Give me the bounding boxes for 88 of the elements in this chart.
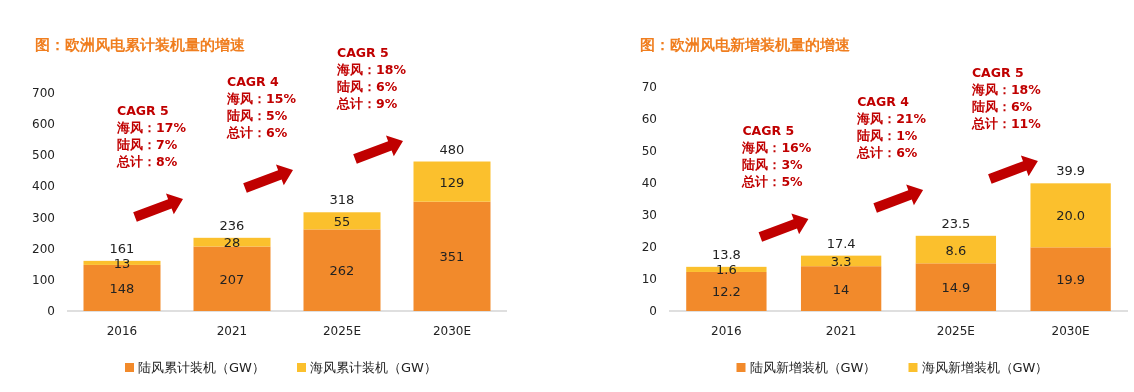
y-tick-label: 50 — [641, 144, 657, 158]
annotation: 总计：6% — [226, 125, 288, 140]
annotation: 陆风：5% — [227, 108, 288, 123]
total-label: 17.4 — [826, 235, 856, 251]
annotation: 总计：9% — [336, 96, 398, 111]
annotation: 海风：17% — [116, 120, 187, 135]
y-tick-label: 600 — [32, 117, 55, 132]
bar — [1030, 247, 1111, 311]
total-label: 480 — [439, 141, 465, 157]
annotation: CAGR 5 — [117, 103, 169, 118]
chart-title: 图：欧洲风电累计装机量的增速 — [35, 36, 246, 54]
annotation: 海风：15% — [226, 91, 297, 106]
y-tick-label: 0 — [47, 304, 55, 318]
annotation: 陆风：6% — [337, 79, 398, 94]
legend-label: 海风新增装机（GW） — [921, 360, 1049, 375]
bar — [413, 201, 491, 311]
data-label: 12.2 — [711, 284, 741, 300]
y-tick-label: 300 — [32, 210, 55, 225]
annotation: 陆风：7% — [117, 137, 178, 152]
annotation: 海风：18% — [970, 82, 1042, 97]
data-label: 28 — [223, 235, 241, 251]
data-label: 14.9 — [941, 280, 971, 296]
y-tick-label: 400 — [32, 179, 55, 194]
total-label: 318 — [329, 192, 355, 208]
data-label: 351 — [439, 249, 465, 265]
data-label: 14 — [832, 281, 850, 297]
x-tick-label: 2025E — [936, 324, 975, 338]
total-label: 23.5 — [941, 215, 971, 231]
bar — [915, 263, 997, 311]
data-label: 55 — [333, 213, 351, 229]
x-tick-label: 2016 — [106, 324, 138, 338]
y-tick-label: 700 — [32, 86, 55, 100]
legend-label: 陆风新增装机（GW） — [749, 360, 877, 375]
bar — [193, 246, 271, 311]
text: CAGR 5 — [337, 45, 389, 60]
text: CAGR 5 — [971, 65, 1024, 80]
y-tick-label: 10 — [641, 272, 657, 286]
x-tick-label: 2030E — [1051, 324, 1090, 338]
annotation: 总计：8% — [116, 154, 178, 169]
y-tick-label: 60 — [641, 112, 657, 126]
y-tick-label: 500 — [32, 148, 55, 163]
y-tick-label: 200 — [32, 241, 55, 256]
data-label: 20.0 — [1056, 208, 1086, 224]
x-tick-label: 2030E — [432, 324, 472, 338]
bar — [915, 235, 997, 264]
data-label: 8.6 — [945, 242, 967, 258]
annotation: 海风：16% — [741, 140, 812, 155]
y-tick-label: 0 — [649, 304, 657, 318]
data-label: 207 — [219, 271, 245, 287]
x-tick-label: 2025E — [322, 324, 362, 338]
y-tick-label: 70 — [641, 80, 657, 94]
annotation: 陆风：1% — [857, 128, 918, 143]
annotation: 总计：6% — [856, 145, 918, 160]
y-tick-label: 20 — [641, 240, 657, 254]
annotation: 陆风：3% — [742, 157, 804, 172]
bar — [413, 161, 491, 202]
y-tick-label: 30 — [641, 208, 657, 222]
annotation: 总计：5% — [741, 174, 804, 189]
data-label: 129 — [439, 174, 465, 190]
total-label: 13.8 — [711, 246, 741, 262]
legend-label: 陆风累计装机（GW） — [138, 360, 265, 375]
y-tick-label: 40 — [641, 176, 657, 190]
x-tick-label: 2021 — [825, 324, 857, 338]
annotation: CAGR 5 — [742, 123, 795, 138]
total-label: 39.9 — [1056, 163, 1086, 179]
data-label: 262 — [329, 263, 355, 279]
annotation: 总计：11% — [970, 116, 1042, 131]
legend-label: 海风累计装机（GW） — [310, 360, 437, 375]
x-tick-label: 2021 — [216, 324, 248, 338]
text: 海风：18% — [336, 62, 407, 77]
total-label: 161 — [109, 240, 135, 256]
total-label: 236 — [219, 217, 245, 233]
data-label: 3.3 — [830, 253, 852, 269]
chart-title: 图：欧洲风电新增装机量的增速 — [640, 36, 851, 54]
annotation: CAGR 4 — [857, 94, 910, 109]
bar — [686, 266, 767, 272]
data-label: 19.9 — [1056, 272, 1086, 288]
annotation: 陆风：6% — [971, 99, 1033, 114]
bar — [800, 266, 882, 311]
data-label: 148 — [109, 280, 135, 296]
bar — [303, 212, 381, 230]
data-label: 1.6 — [716, 262, 737, 278]
annotation: 海风：21% — [856, 111, 927, 126]
y-tick-label: 100 — [32, 272, 55, 287]
bar — [1030, 183, 1111, 248]
bar — [303, 229, 381, 311]
text: CAGR 4 — [227, 74, 280, 89]
x-tick-label: 2016 — [711, 324, 742, 338]
